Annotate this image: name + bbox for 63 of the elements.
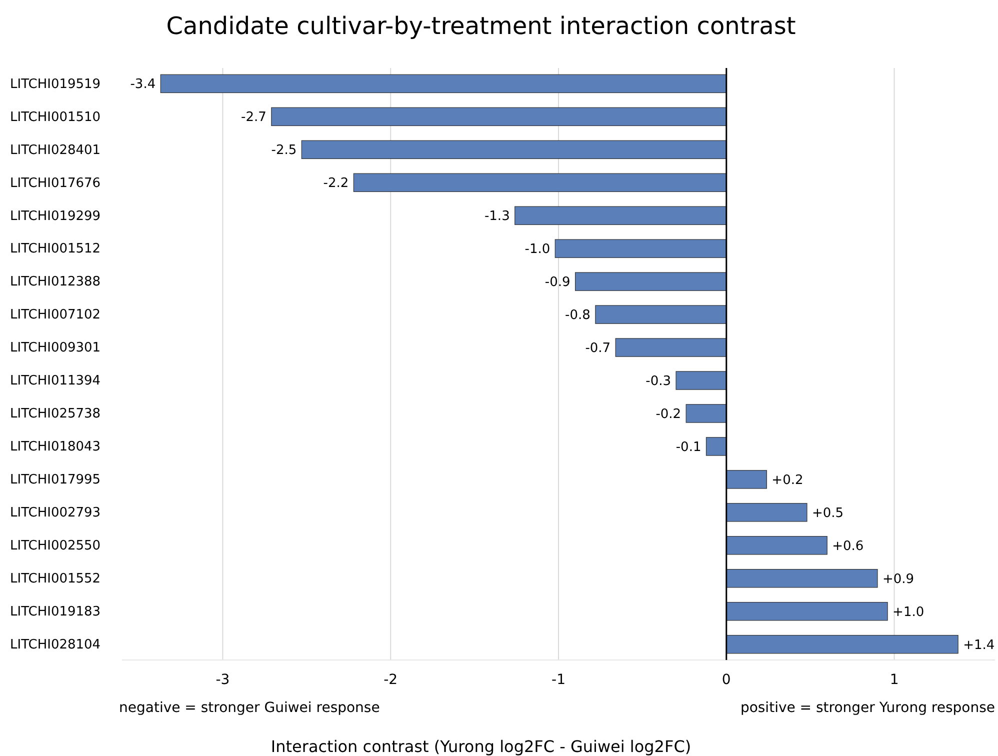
x-tick-label: -2 [384, 672, 398, 688]
y-tick-label: LITCHI017995 [10, 472, 101, 488]
data-label: -0.2 [656, 407, 682, 422]
data-label: -0.7 [585, 341, 611, 356]
bar [706, 437, 727, 456]
bar [726, 634, 958, 654]
y-tick-label: LITCHI001552 [10, 572, 101, 587]
x-axis-title: Interaction contrast (Yurong log2FC - Guiwei log2FC) [270, 737, 692, 756]
bar [595, 305, 727, 324]
data-label: -3.4 [130, 77, 156, 92]
bar [301, 140, 727, 159]
y-tick-label: LITCHI017676 [10, 176, 101, 191]
data-label: -1.0 [524, 242, 550, 258]
bar [726, 536, 828, 555]
bar [271, 107, 727, 126]
bar [574, 272, 727, 291]
y-tick-label: LITCHI019183 [10, 604, 101, 620]
x-tick-label: -1 [552, 672, 566, 688]
y-tick-label: LITCHI012388 [10, 274, 101, 290]
bar [726, 569, 878, 588]
chart-title: Candidate cultivar-by-treatment interaction contrast [166, 12, 796, 40]
bar [726, 503, 808, 522]
data-label: +0.2 [772, 472, 804, 488]
data-label: +1.4 [963, 638, 995, 653]
bar [726, 602, 888, 621]
text: positive = stronger Yurong response [740, 700, 995, 716]
data-label: +0.9 [882, 572, 914, 587]
bar [554, 239, 727, 258]
data-label: -0.3 [646, 374, 672, 390]
y-tick-label: LITCHI019299 [10, 208, 101, 224]
x-tick-label: 1 [890, 672, 899, 688]
y-tick-label: LITCHI001512 [10, 242, 101, 257]
data-label: -2.7 [241, 110, 266, 126]
y-tick-label: LITCHI028401 [10, 142, 101, 158]
y-tick-label: LITCHI028104 [10, 637, 101, 652]
bar [686, 404, 727, 423]
x-tick-label: -3 [216, 672, 230, 688]
y-tick-label: LITCHI002550 [10, 538, 101, 554]
y-tick-label: LITCHI002793 [10, 506, 101, 521]
data-label: +1.0 [892, 604, 924, 620]
bar [676, 371, 727, 390]
y-tick-label: LITCHI025738 [10, 406, 101, 422]
data-label: -0.9 [544, 275, 570, 290]
y-tick-label: LITCHI019519 [10, 76, 101, 92]
y-tick-label: LITCHI009301 [10, 340, 101, 356]
data-label: -2.2 [323, 176, 349, 192]
y-tick-label: LITCHI018043 [10, 440, 101, 455]
data-label: -0.1 [676, 440, 702, 455]
text: negative = stronger Guiwei response [119, 700, 380, 716]
data-label: +0.6 [832, 538, 864, 554]
data-label: -1.3 [484, 209, 510, 224]
bar [514, 206, 727, 225]
data-label: +0.5 [812, 506, 844, 521]
x-tick-label: 0 [722, 672, 731, 688]
data-label: -0.8 [565, 308, 590, 324]
bar [726, 470, 767, 489]
bar [615, 338, 727, 357]
y-tick-label: LITCHI011394 [10, 374, 101, 389]
y-tick-label: LITCHI007102 [10, 308, 101, 323]
y-tick-label: LITCHI001510 [10, 110, 101, 125]
bar [353, 173, 727, 192]
data-label: -2.5 [271, 143, 297, 158]
bar [160, 74, 727, 94]
